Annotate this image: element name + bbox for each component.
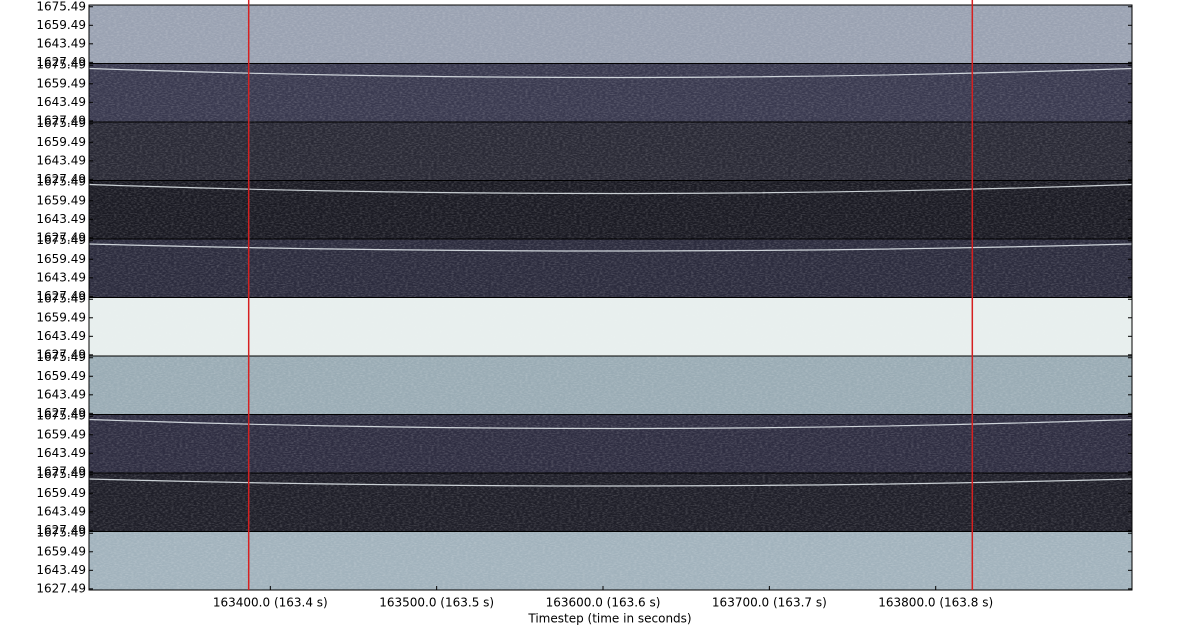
panel-noise xyxy=(89,122,1132,181)
y-tick-label: 1675.49 xyxy=(36,0,86,13)
y-tick-label: 1643.49 xyxy=(36,36,86,50)
y-tick-label: 1643.49 xyxy=(36,387,86,401)
chart: Timestep (time in seconds) 1675.49 1659.4… xyxy=(0,0,1203,627)
panel-noise xyxy=(89,64,1132,123)
panel-noise xyxy=(89,298,1132,357)
panel-noise xyxy=(89,532,1132,591)
y-tick-label: 1675.49 xyxy=(36,58,86,72)
y-tick-label: 1643.49 xyxy=(36,212,86,226)
y-tick-label: 1659.49 xyxy=(36,135,86,149)
panel-noise xyxy=(89,5,1132,64)
y-tick-label: 1659.49 xyxy=(36,486,86,500)
y-tick-label: 1659.49 xyxy=(36,310,86,324)
panel-noise xyxy=(89,473,1132,532)
y-tick-label: 1675.49 xyxy=(36,350,86,364)
x-tick-label: 163400.0 (163.4 s) xyxy=(213,596,328,610)
y-tick-label: 1675.49 xyxy=(36,233,86,247)
panel-noise xyxy=(89,356,1132,415)
y-tick-label: 1643.49 xyxy=(36,504,86,518)
y-tick-label: 1659.49 xyxy=(36,18,86,32)
x-tick-label: 163800.0 (163.8 s) xyxy=(878,596,993,610)
panel-noise xyxy=(89,415,1132,474)
y-tick-label: 1643.49 xyxy=(36,329,86,343)
y-tick-label: 1659.49 xyxy=(36,76,86,90)
y-tick-label: 1643.49 xyxy=(36,270,86,284)
y-tick-label: 1675.49 xyxy=(36,292,86,306)
x-axis-label: Timestep (time in seconds) xyxy=(527,612,691,626)
y-tick-label: 1643.49 xyxy=(36,95,86,109)
y-tick-label: 1659.49 xyxy=(36,369,86,383)
y-tick-label: 1659.49 xyxy=(36,427,86,441)
y-tick-label: 1675.49 xyxy=(36,526,86,540)
y-tick-label: 1675.49 xyxy=(36,467,86,481)
y-tick-label: 1643.49 xyxy=(36,153,86,167)
y-tick-label: 1643.49 xyxy=(36,446,86,460)
y-tick-label: 1675.49 xyxy=(36,409,86,423)
y-tick-label: 1659.49 xyxy=(36,252,86,266)
x-tick-label: 163500.0 (163.5 s) xyxy=(379,596,494,610)
x-tick-label: 163700.0 (163.7 s) xyxy=(712,596,827,610)
y-tick-label: 1675.49 xyxy=(36,175,86,189)
y-tick-label: 1659.49 xyxy=(36,544,86,558)
y-tick-label: 1659.49 xyxy=(36,193,86,207)
y-tick-label: 1627.49 xyxy=(36,581,86,595)
y-tick-label: 1675.49 xyxy=(36,116,86,130)
y-tick-label: 1643.49 xyxy=(36,563,86,577)
x-tick-label: 163600.0 (163.6 s) xyxy=(546,596,661,610)
